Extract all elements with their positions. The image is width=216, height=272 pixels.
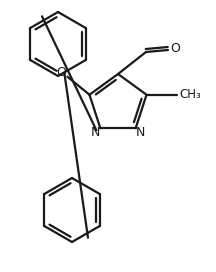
Text: CH₃: CH₃ (179, 88, 201, 101)
Text: N: N (91, 126, 100, 139)
Text: N: N (136, 126, 145, 139)
Text: O: O (170, 42, 180, 55)
Text: O: O (57, 66, 66, 79)
